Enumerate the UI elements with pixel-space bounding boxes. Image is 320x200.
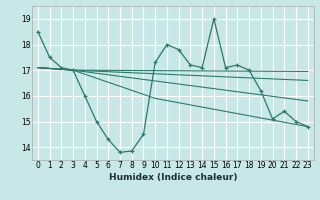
X-axis label: Humidex (Indice chaleur): Humidex (Indice chaleur) <box>108 173 237 182</box>
